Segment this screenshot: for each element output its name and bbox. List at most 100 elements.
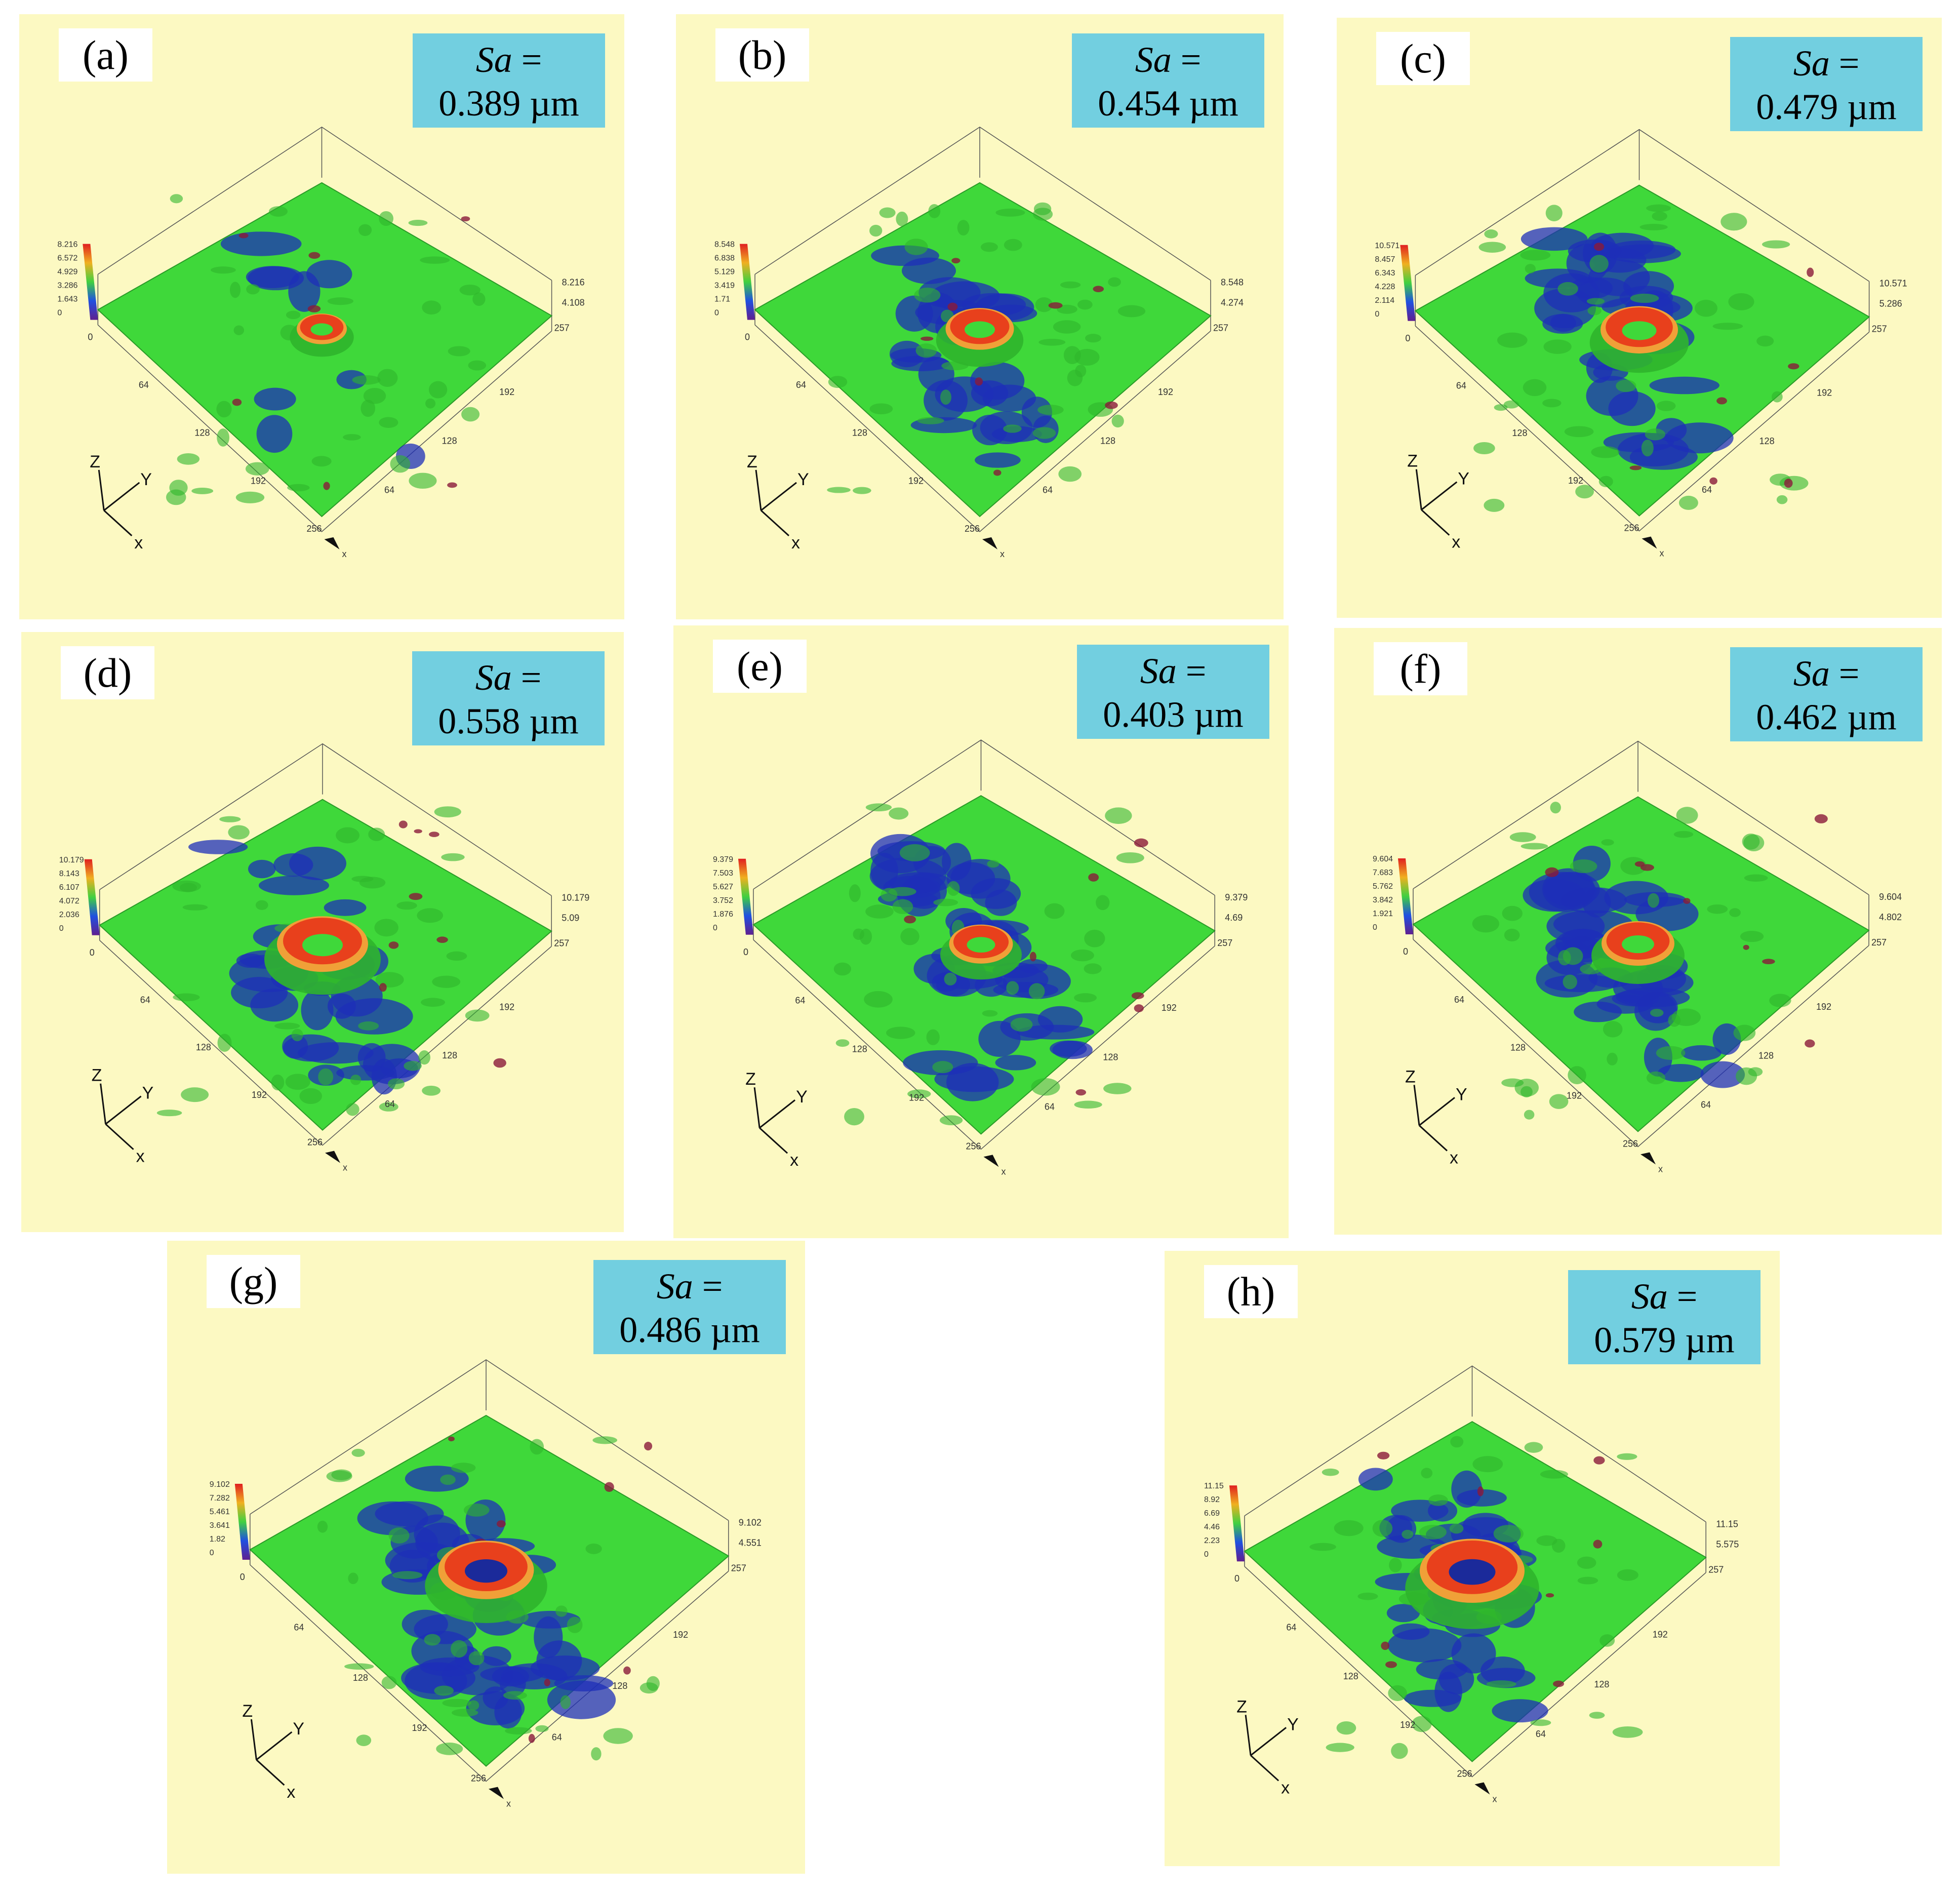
z-mid-label: 5.09 xyxy=(562,913,579,923)
y-tick-label: 192 xyxy=(1400,1720,1415,1730)
x-tick-label: 128 xyxy=(1759,436,1775,446)
scale-tick-label: 3.842 xyxy=(1373,896,1393,904)
sa-symbol: Sa xyxy=(656,1266,693,1307)
x-tick-label: 64 xyxy=(1536,1729,1546,1739)
x-arrow-icon xyxy=(489,1787,504,1799)
sa-symbol: Sa xyxy=(1631,1276,1668,1317)
crater-ring xyxy=(290,313,354,357)
x-end-label: x xyxy=(1000,549,1005,559)
y-tick-label: 256 xyxy=(307,1137,323,1148)
origin-tick: 0 xyxy=(240,1572,245,1582)
panel-label: (a) xyxy=(59,28,152,82)
panel-b: (b) Sa = 0.454 µm 8.548 6.838 5.129 3.419 1.… xyxy=(676,14,1284,619)
y-tick-label: 64 xyxy=(795,996,805,1006)
z-mid-label: 4.274 xyxy=(1221,298,1244,308)
x-tick-label: 128 xyxy=(1100,436,1115,446)
scale-tick-label: 10.179 xyxy=(59,856,84,864)
scale-tick-label: 7.683 xyxy=(1373,869,1393,877)
x-tick-label: 192 xyxy=(1158,387,1173,397)
color-scale: 9.379 7.503 5.627 3.752 1.876 0 xyxy=(713,855,753,935)
scale-tick-label: 10.571 xyxy=(1375,242,1399,250)
x-tick-label: 64 xyxy=(384,485,394,495)
y-axis-letter: Y xyxy=(1456,1085,1467,1104)
x-axis-letter: x xyxy=(287,1783,295,1802)
scale-tick-label: 7.282 xyxy=(210,1494,230,1503)
scale-tick-label: 11.15 xyxy=(1204,1482,1224,1490)
origin-tick: 0 xyxy=(90,948,95,958)
panel-label: (d) xyxy=(61,646,154,699)
y-tick-label: 128 xyxy=(1512,428,1527,438)
y-tick-label: 128 xyxy=(194,428,210,438)
orientation-axes-icon xyxy=(1245,1715,1287,1782)
sa-value: 0.389 µm xyxy=(438,83,579,124)
panel-label: (e) xyxy=(713,640,807,693)
sa-equals: = xyxy=(1829,43,1860,84)
sa-value: 0.403 µm xyxy=(1103,694,1244,735)
scale-tick-label: 9.379 xyxy=(713,855,733,864)
sa-value: 0.462 µm xyxy=(1756,697,1897,737)
x-arrow-icon xyxy=(324,537,340,549)
axis-box xyxy=(754,127,1211,532)
scale-tick-label: 1.921 xyxy=(1373,910,1393,918)
x-axis-letter: x xyxy=(1450,1148,1458,1167)
z-max-label: 8.548 xyxy=(1221,278,1244,288)
sa-symbol: Sa xyxy=(475,657,512,698)
sa-equals: = xyxy=(1667,1276,1698,1317)
sa-value: 0.454 µm xyxy=(1098,83,1238,124)
z-axis-letter: Z xyxy=(1407,452,1418,471)
scale-tick-label: 1.876 xyxy=(713,910,733,919)
scale-tick-label: 6.343 xyxy=(1375,269,1395,278)
surface-texture xyxy=(827,202,1146,494)
x-arrow-icon xyxy=(1642,536,1657,549)
surface-plot: 10.571 8.457 6.343 4.228 2.114 0 10.571 5.286 25… xyxy=(1375,129,1907,559)
corner-tick: 257 xyxy=(1217,938,1232,948)
crater-ring xyxy=(1589,306,1689,373)
scale-tick-label: 4.228 xyxy=(1375,283,1395,291)
y-tick-label: 64 xyxy=(294,1622,304,1632)
x-end-label: x xyxy=(1660,548,1664,559)
surface-plot: 10.179 8.143 6.107 4.072 2.036 0 10.179 5.09 257… xyxy=(59,743,589,1173)
scale-tick-label: 0 xyxy=(714,309,719,318)
z-mid-label: 4.108 xyxy=(562,298,585,308)
panel-e: (e) Sa = 0.403 µm 9.379 7.503 5.627 3.752 1.… xyxy=(673,625,1289,1238)
x-end-label: x xyxy=(1493,1794,1497,1804)
sa-value: 0.579 µm xyxy=(1594,1320,1735,1360)
crater-ring xyxy=(1591,921,1685,984)
y-tick-label: 256 xyxy=(307,524,322,534)
sa-box: Sa = 0.486 µm xyxy=(593,1260,786,1354)
surface-plot: 9.102 7.282 5.461 3.641 1.82 0 9.102 4.551 257 0 6… xyxy=(210,1359,762,1809)
panel-c: (c) Sa = 0.479 µm 10.571 8.457 6.343 4.228 2… xyxy=(1337,18,1942,618)
scale-tick-label: 0 xyxy=(713,924,717,932)
sa-equals: = xyxy=(1829,653,1860,694)
z-max-label: 9.379 xyxy=(1225,892,1248,902)
sa-value: 0.558 µm xyxy=(438,701,579,741)
scale-tick-label: 4.929 xyxy=(57,268,77,277)
x-end-label: x xyxy=(343,1163,347,1173)
y-tick-label: 192 xyxy=(251,476,266,486)
z-max-label: 8.216 xyxy=(562,278,585,288)
panel-label: (f) xyxy=(1374,642,1467,695)
scale-tick-label: 6.572 xyxy=(57,254,77,263)
scale-tick-label: 2.114 xyxy=(1375,296,1394,305)
panel-g: (g) Sa = 0.486 µm 9.102 7.282 5.461 3.641 1.… xyxy=(167,1241,805,1874)
x-end-label: x xyxy=(506,1799,511,1809)
surface-texture xyxy=(166,194,487,505)
scale-tick-label: 5.627 xyxy=(713,883,733,891)
y-axis-letter: Y xyxy=(796,1087,808,1107)
y-tick-label: 64 xyxy=(139,380,149,390)
surface-plot: 8.548 6.838 5.129 3.419 1.71 0 8.548 4.274 257 0 6… xyxy=(714,127,1244,559)
sa-box: Sa = 0.403 µm xyxy=(1077,645,1269,739)
scale-tick-label: 3.286 xyxy=(57,282,77,290)
scale-tick-label: 5.129 xyxy=(714,268,735,277)
scale-tick-label: 0 xyxy=(59,924,64,933)
surface-plot: 9.604 7.683 5.762 3.842 1.921 0 9.604 4.802 257 0… xyxy=(1373,740,1902,1174)
sa-equals: = xyxy=(1171,40,1202,80)
sa-box: Sa = 0.579 µm xyxy=(1568,1270,1761,1364)
crater-ring xyxy=(940,924,1022,980)
surface-plot: 9.379 7.503 5.627 3.752 1.876 0 9.379 4.69 257 0 6… xyxy=(713,739,1248,1176)
scale-tick-label: 3.641 xyxy=(210,1521,230,1530)
z-mid-label: 4.551 xyxy=(739,1538,762,1548)
x-tick-label: 192 xyxy=(499,387,514,397)
sa-equals: = xyxy=(511,657,542,698)
panel-label: (h) xyxy=(1204,1265,1298,1318)
